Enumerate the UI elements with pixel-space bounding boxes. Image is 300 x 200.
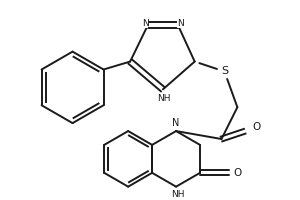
Text: NH: NH xyxy=(157,94,171,103)
Text: O: O xyxy=(233,168,242,178)
Text: N: N xyxy=(172,118,180,128)
Text: NH: NH xyxy=(171,190,185,199)
Text: S: S xyxy=(221,66,228,76)
Text: N: N xyxy=(177,19,184,28)
Text: O: O xyxy=(252,122,260,132)
Text: N: N xyxy=(142,19,148,28)
